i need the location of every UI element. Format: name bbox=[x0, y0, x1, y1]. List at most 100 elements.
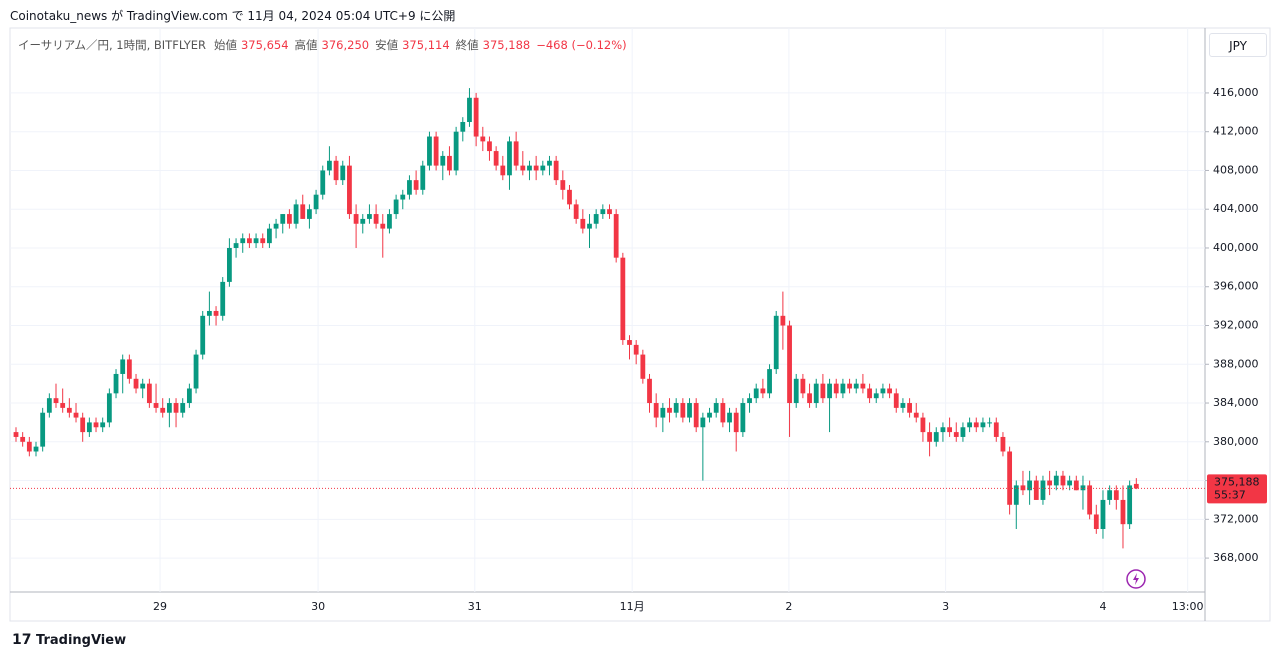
x-tick-label: 30 bbox=[311, 600, 325, 613]
candle-body bbox=[1020, 485, 1026, 491]
candle-body bbox=[587, 223, 592, 229]
x-tick-label: 4 bbox=[1099, 600, 1106, 613]
candle-body bbox=[387, 214, 392, 229]
candle-body bbox=[1000, 436, 1006, 452]
candle-body bbox=[860, 383, 866, 389]
candle-body bbox=[267, 228, 272, 244]
candle-body bbox=[973, 422, 979, 428]
legend-value: 375,114 bbox=[402, 38, 450, 52]
candle-body bbox=[40, 412, 46, 447]
candle-body bbox=[380, 223, 386, 229]
candle-body bbox=[120, 359, 126, 374]
candle-body bbox=[487, 141, 492, 152]
candle-body bbox=[327, 160, 332, 171]
x-tick-label: 29 bbox=[153, 600, 167, 613]
candle-body bbox=[13, 432, 19, 437]
candle-body bbox=[206, 310, 212, 316]
candle-body bbox=[100, 422, 106, 428]
candle-body bbox=[900, 403, 906, 408]
candle-body bbox=[667, 407, 672, 413]
legend-value: 376,250 bbox=[321, 38, 370, 52]
y-tick-label: 404,000 bbox=[1213, 202, 1259, 215]
candle-body bbox=[460, 122, 466, 132]
candle-body bbox=[420, 165, 426, 190]
candle-body bbox=[1100, 499, 1106, 530]
candle-body bbox=[333, 160, 339, 181]
x-tick-label: 3 bbox=[942, 600, 949, 613]
candle-body bbox=[1107, 490, 1113, 500]
candle-body bbox=[1127, 485, 1133, 525]
lightning-icon[interactable] bbox=[1126, 569, 1146, 589]
candle-body bbox=[820, 383, 826, 399]
candle-body bbox=[1087, 485, 1093, 515]
symbol: イーサリアム／円, 1時間, BITFLYER bbox=[18, 38, 206, 52]
y-tick-label: 384,000 bbox=[1213, 396, 1259, 409]
candle-body bbox=[707, 412, 712, 418]
candle-body bbox=[80, 417, 86, 433]
candle-body bbox=[527, 165, 532, 171]
candle-body bbox=[993, 422, 999, 437]
candle-body bbox=[727, 412, 732, 423]
x-tick-label: 11月 bbox=[620, 600, 645, 613]
candle-body bbox=[53, 398, 59, 404]
candle-body bbox=[153, 403, 159, 408]
candle-body bbox=[633, 344, 639, 355]
candle-body bbox=[693, 403, 699, 428]
candle-body bbox=[953, 432, 959, 437]
candle-body bbox=[453, 131, 459, 171]
candle-body bbox=[1093, 514, 1099, 530]
footer-logo: 𝟭𝟳 TradingView bbox=[12, 632, 127, 648]
candle-body bbox=[653, 403, 659, 418]
candle-body bbox=[1073, 480, 1079, 491]
legend-label: 終値 bbox=[455, 38, 479, 52]
candle-body bbox=[300, 204, 306, 219]
candle-body bbox=[247, 238, 252, 244]
candle-body bbox=[880, 388, 886, 394]
candle-body bbox=[760, 388, 766, 394]
candle-body bbox=[1053, 475, 1059, 486]
candle-body bbox=[780, 315, 786, 326]
candle-body bbox=[307, 209, 312, 219]
candle-body bbox=[1080, 485, 1086, 491]
y-tick-label: 396,000 bbox=[1213, 280, 1259, 293]
candle-body bbox=[253, 238, 259, 244]
candle-body bbox=[287, 214, 292, 224]
currency-button[interactable]: JPY bbox=[1209, 33, 1267, 57]
candle-body bbox=[226, 247, 232, 282]
candle-body bbox=[66, 407, 72, 413]
candle-body bbox=[186, 388, 192, 404]
candle-body bbox=[220, 281, 226, 316]
legend-value: 375,654 bbox=[240, 38, 289, 52]
candle-body bbox=[813, 383, 819, 404]
candle-body bbox=[233, 243, 239, 248]
candle-body bbox=[647, 378, 652, 404]
candle-body bbox=[173, 403, 179, 413]
candle-body bbox=[480, 136, 486, 142]
candle-body bbox=[700, 417, 706, 428]
candle-body bbox=[733, 412, 739, 433]
candle-body bbox=[980, 422, 986, 428]
candle-body bbox=[893, 393, 899, 408]
candle-body bbox=[913, 412, 919, 418]
candle-body bbox=[853, 383, 859, 389]
candle-body bbox=[280, 214, 286, 224]
candle-body bbox=[747, 398, 752, 404]
candle-body bbox=[1120, 499, 1126, 525]
candle-body bbox=[473, 97, 479, 137]
candle-body bbox=[740, 403, 746, 433]
candle-body bbox=[687, 403, 692, 418]
candle-body bbox=[927, 432, 932, 442]
candle-body bbox=[260, 238, 266, 244]
candle-body bbox=[553, 160, 559, 181]
y-tick-label: 416,000 bbox=[1213, 86, 1259, 99]
candle-body bbox=[713, 403, 719, 413]
last-price-label: 375,188 bbox=[1214, 475, 1260, 488]
candle-body bbox=[967, 422, 973, 428]
candle-body bbox=[407, 180, 412, 195]
legend-value: 375,188 bbox=[482, 38, 531, 52]
candle-body bbox=[347, 165, 352, 215]
candle-body bbox=[26, 441, 32, 452]
candle-body bbox=[987, 422, 993, 424]
candle-body bbox=[680, 403, 686, 418]
chart-frame bbox=[9, 27, 1271, 622]
